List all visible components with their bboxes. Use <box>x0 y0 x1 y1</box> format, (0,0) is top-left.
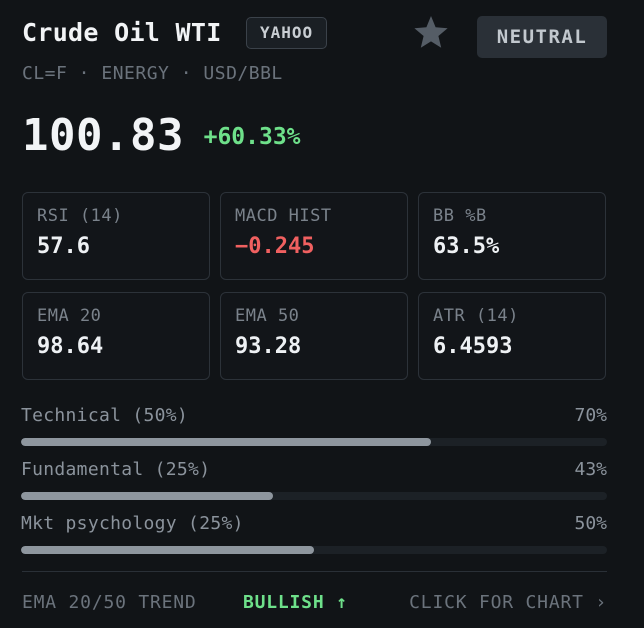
score-fill <box>21 492 273 500</box>
metric-bb-pctb: BB %B 63.5% <box>418 192 606 280</box>
current-price: 100.83 <box>22 110 184 161</box>
metric-ema50: EMA 50 93.28 <box>220 292 408 380</box>
metric-value: 93.28 <box>235 334 302 359</box>
metric-value: 6.4593 <box>433 334 513 359</box>
price-row: 100.83 +60.33% <box>22 110 301 166</box>
score-fill <box>21 438 432 446</box>
metric-ema20: EMA 20 98.64 <box>22 292 210 380</box>
score-bars: Technical (50%) 70% Fundamental (25%) 43… <box>21 405 607 567</box>
score-percent: 43% <box>574 459 607 480</box>
score-track <box>21 492 607 500</box>
score-percent: 50% <box>574 513 607 534</box>
score-fundamental: Fundamental (25%) 43% <box>21 459 607 513</box>
card-footer: EMA 20/50 TREND BULLISH ↑ CLICK FOR CHAR… <box>22 590 607 620</box>
metric-value: 57.6 <box>37 234 90 259</box>
price-change: +60.33% <box>203 124 301 150</box>
score-label: Technical (50%) <box>21 405 189 426</box>
metric-label: EMA 50 <box>235 306 300 326</box>
card-header: Crude Oil WTI YAHOO NEUTRAL <box>22 14 607 62</box>
score-percent: 70% <box>574 405 607 426</box>
score-label: Fundamental (25%) <box>21 459 211 480</box>
asset-title: Crude Oil WTI <box>22 18 222 47</box>
score-technical: Technical (50%) 70% <box>21 405 607 459</box>
metric-value: −0.245 <box>235 234 315 259</box>
metric-label: RSI (14) <box>37 206 123 226</box>
footer-divider <box>22 571 607 572</box>
trend-value: BULLISH ↑ <box>243 592 348 613</box>
metric-label: EMA 20 <box>37 306 102 326</box>
score-track <box>21 438 607 446</box>
indicator-grid: RSI (14) 57.6 MACD HIST −0.245 BB %B 63.… <box>22 192 607 380</box>
signal-badge: NEUTRAL <box>477 16 607 58</box>
metric-macd-hist: MACD HIST −0.245 <box>220 192 408 280</box>
open-chart-link[interactable]: CLICK FOR CHART › <box>409 592 607 613</box>
source-badge: YAHOO <box>246 17 328 49</box>
trend-label: EMA 20/50 TREND <box>22 592 197 613</box>
metric-label: BB %B <box>433 206 487 226</box>
metric-label: MACD HIST <box>235 206 332 226</box>
score-psychology: Mkt psychology (25%) 50% <box>21 513 607 567</box>
star-icon[interactable] <box>413 14 449 50</box>
score-label: Mkt psychology (25%) <box>21 513 244 534</box>
metric-value: 63.5% <box>433 234 500 259</box>
metric-atr: ATR (14) 6.4593 <box>418 292 606 380</box>
metric-label: ATR (14) <box>433 306 519 326</box>
score-track <box>21 546 607 554</box>
score-fill <box>21 546 314 554</box>
asset-subtitle: CL=F · ENERGY · USD/BBL <box>22 63 283 84</box>
metric-value: 98.64 <box>37 334 104 359</box>
metric-rsi: RSI (14) 57.6 <box>22 192 210 280</box>
